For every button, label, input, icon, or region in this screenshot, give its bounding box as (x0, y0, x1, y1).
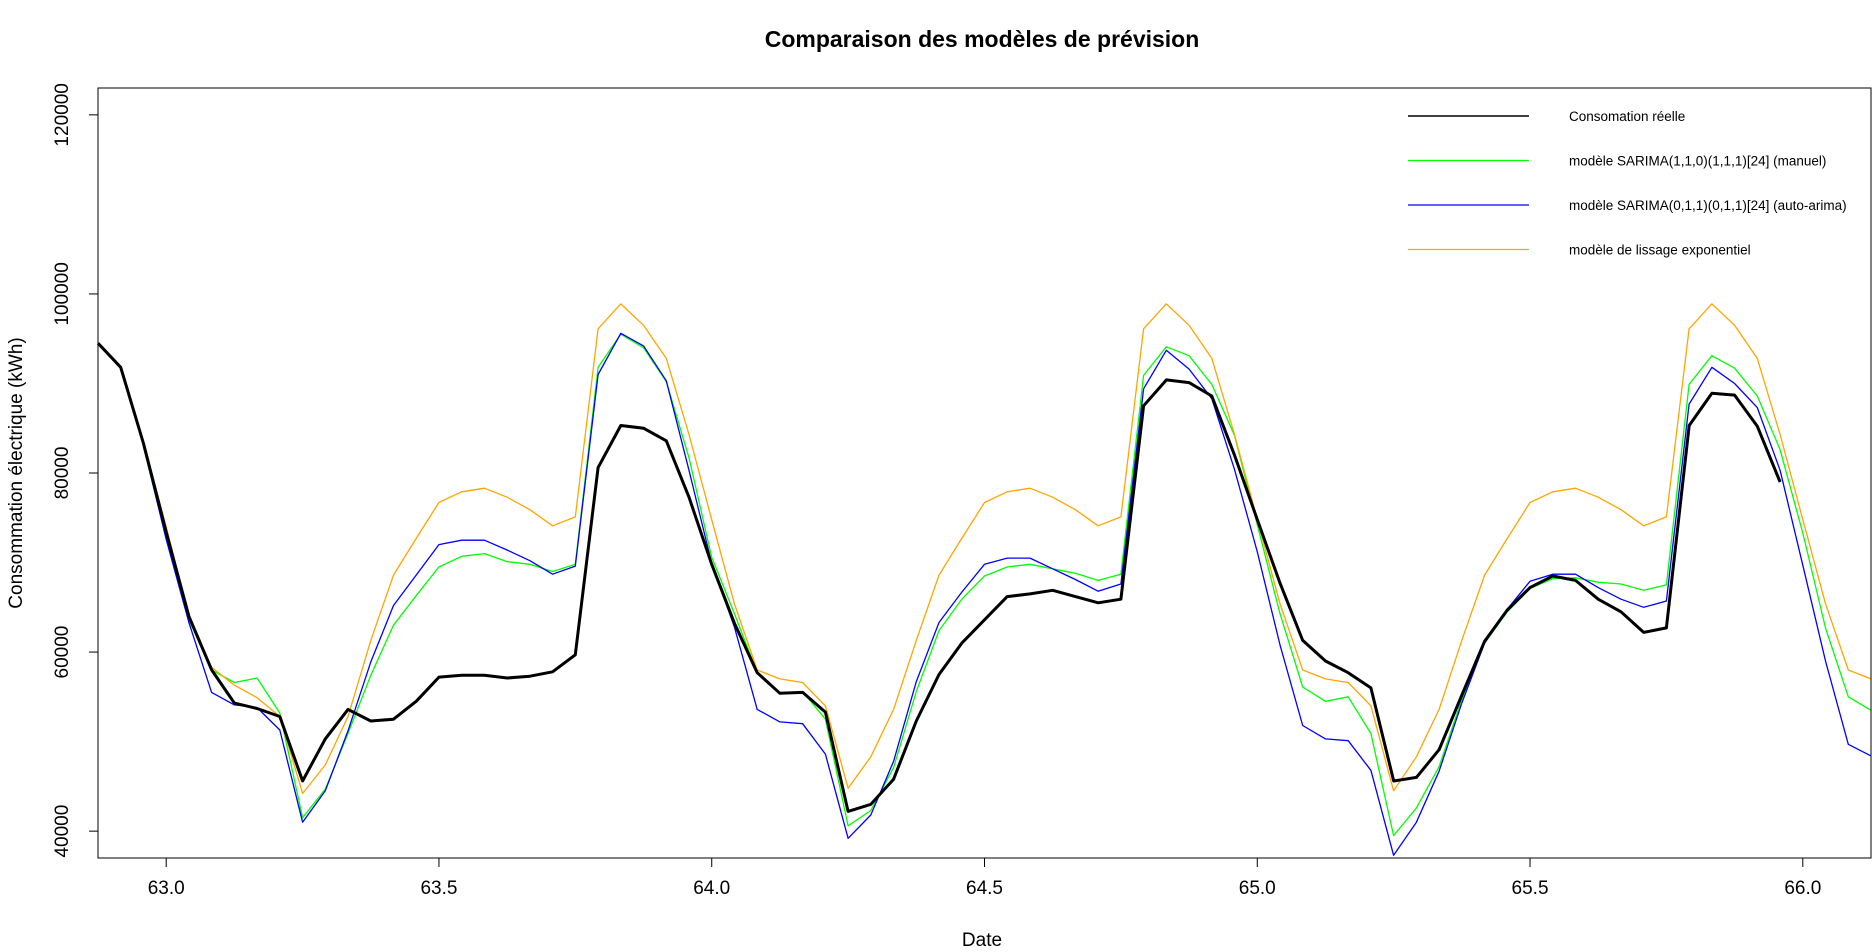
legend-label: modèle de lissage exponentiel (1569, 243, 1751, 258)
x-axis: 63.0 63.5 64.0 64.5 65.0 65.5 66.0 (148, 858, 1821, 899)
series-line-consomation-r-elle (96, 342, 1782, 813)
x-tick-label: 66.0 (1784, 878, 1821, 899)
legend-label: modèle SARIMA(1,1,0)(1,1,1)[24] (manuel) (1569, 154, 1826, 169)
x-tick-label: 65.0 (1239, 878, 1276, 899)
y-axis: 40000 60000 80000 100000 120000 (52, 83, 98, 858)
series-line-mod-le-de-lissage-exponentiel (142, 303, 1872, 795)
x-axis-label: Date (962, 930, 1002, 951)
y-tick-label: 120000 (52, 83, 73, 146)
x-tick-label: 64.5 (966, 878, 1003, 899)
legend-label: Consomation réelle (1569, 109, 1685, 124)
y-tick-label: 100000 (52, 262, 73, 325)
x-tick-label: 63.0 (148, 878, 185, 899)
x-tick-label: 63.5 (420, 878, 457, 899)
x-tick-label: 65.5 (1512, 878, 1549, 899)
y-axis-label: Consommation électrique (kWh) (6, 337, 27, 608)
legend-label: modèle SARIMA(0,1,1)(0,1,1)[24] (auto-ar… (1569, 198, 1847, 213)
y-tick-label: 40000 (52, 805, 73, 858)
x-tick-label: 64.0 (693, 878, 730, 899)
legend: Consomation réelle modèle SARIMA(1,1,0)(1… (1408, 109, 1847, 258)
y-tick-label: 60000 (52, 626, 73, 679)
chart-title: Comparaison des modèles de prévision (765, 26, 1200, 52)
series-line-mod-le-sarima-1-1-0-1-1-1-24-manuel (142, 333, 1872, 837)
series-layer (96, 303, 1872, 856)
y-tick-label: 80000 (52, 447, 73, 500)
series-line-mod-le-sarima-0-1-1-0-1-1-24-auto-arima (142, 332, 1872, 856)
